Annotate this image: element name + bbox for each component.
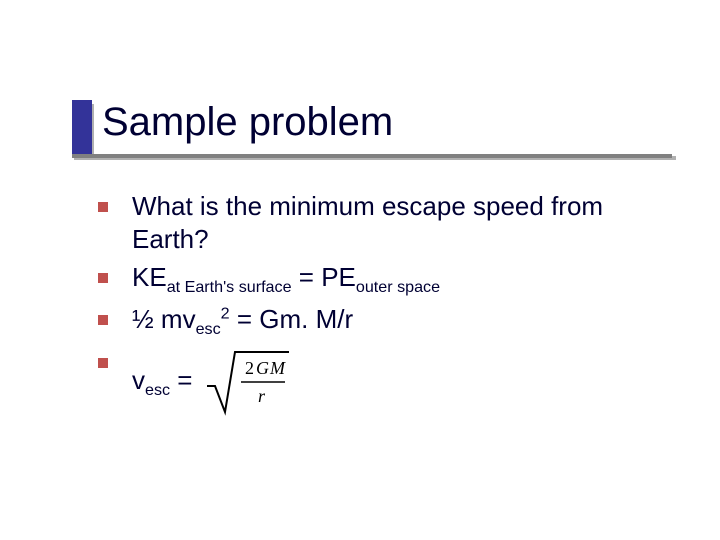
sq-sup: 2 — [221, 305, 230, 323]
num-M: M — [269, 358, 286, 378]
bullet-list: What is the minimum escape speed from Ea… — [92, 190, 672, 418]
content-area: What is the minimum escape speed from Ea… — [92, 190, 672, 424]
num-G: G — [256, 358, 269, 378]
v-var-2: v — [132, 365, 145, 395]
eq-2: = — [170, 365, 192, 395]
v-var: v — [183, 304, 196, 334]
bullet-item-4: vesc = 2 G M r — [92, 346, 672, 418]
pe-label: PE — [321, 262, 356, 292]
title-accent — [72, 100, 92, 156]
bullet-1-text: What is the minimum escape speed from Ea… — [132, 191, 603, 254]
num-2: 2 — [245, 358, 254, 378]
ke-label: KE — [132, 262, 167, 292]
esc-sub: esc — [196, 321, 221, 339]
sqrt-formula: 2 G M r — [203, 346, 293, 418]
vesc-row: vesc = 2 G M r — [132, 346, 672, 418]
page-title: Sample problem — [102, 100, 393, 145]
ke-subscript: at Earth's surface — [167, 278, 292, 296]
half-m: ½ m — [132, 304, 183, 334]
vesc-lhs: vesc = — [132, 364, 193, 400]
bullet-item-3: ½ mvesc2 = Gm. M/r — [92, 303, 672, 339]
title-underline — [72, 154, 672, 158]
title-block: Sample problem — [92, 100, 652, 156]
bullet-item-1: What is the minimum escape speed from Ea… — [92, 190, 672, 255]
esc-sub-2: esc — [145, 381, 170, 399]
pe-subscript: outer space — [356, 278, 440, 296]
eq-1: = — [292, 262, 322, 292]
den-r: r — [258, 386, 266, 406]
slide: Sample problem What is the minimum escap… — [0, 0, 720, 540]
radical-icon: 2 G M r — [203, 346, 293, 418]
bullet-item-2: KEat Earth's surface = PEouter space — [92, 261, 672, 297]
rhs-3: = Gm. M/r — [230, 304, 354, 334]
